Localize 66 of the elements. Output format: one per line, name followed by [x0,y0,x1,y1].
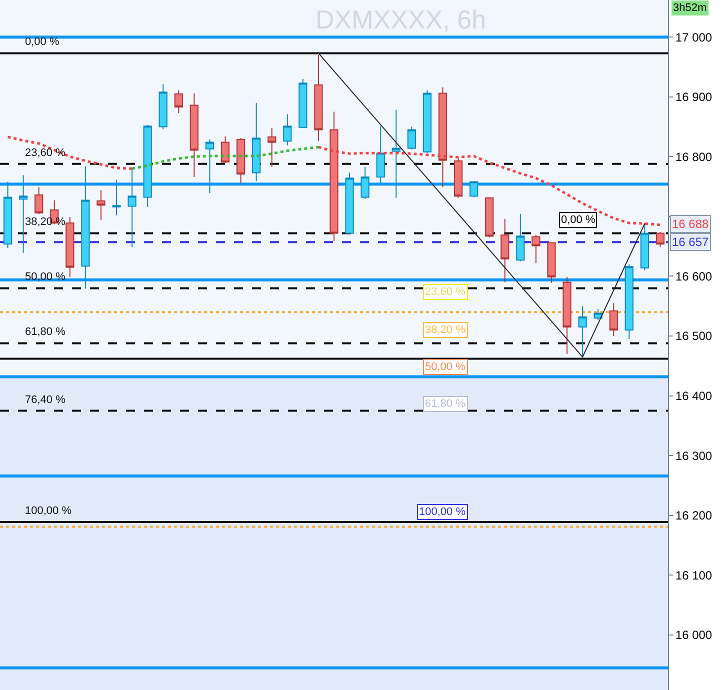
annotation: 0,00 % [561,214,596,226]
annotation: 61,80 % [425,398,466,410]
candlestick [376,126,385,184]
candlestick [174,90,183,114]
y-tick-label: 16 300 [675,448,712,463]
candlestick [438,86,448,188]
y-tick-label: 17 000 [675,30,712,44]
candlestick [143,124,152,208]
candlestick [345,172,354,235]
candlestick [158,84,168,130]
candlestick [81,166,90,290]
candlestick [562,276,572,354]
candlestick [532,234,540,264]
y-tick-label: 16 100 [675,568,712,582]
candlestick [578,306,587,358]
candlestick [330,111,338,242]
candlestick [190,92,198,178]
y-tick-label: 16 800 [675,150,712,164]
annotation: 50,00 % [425,361,466,373]
annotation: 16 688 [672,217,710,231]
candlestick [500,218,510,283]
annotation: 38,20 % [25,216,66,228]
candlestick [547,242,556,284]
candlestick [298,78,308,128]
candlestick [407,126,416,150]
y-tick-label: 16 500 [675,329,712,344]
annotation: 16 657 [672,235,710,249]
candlestick [96,190,106,221]
candlestick [454,157,463,198]
candlestick [485,196,494,238]
annotation: 100,00 % [25,505,72,517]
y-tick-label: 16 000 [675,628,712,642]
annotation: 100,00 % [419,506,466,518]
candlestick [360,166,370,200]
annotation: 0,00 % [25,36,60,48]
candlestick [392,110,400,198]
candlestick [516,214,525,262]
candlestick [656,231,665,248]
annotation: 23,60 % [25,147,66,159]
candlestick [112,179,121,216]
y-tick-label: 16 400 [675,389,712,404]
candlestick [205,138,214,194]
candlestick [128,168,136,248]
candlestick [236,138,246,184]
annotation: 38,20 % [425,324,466,336]
candlestick [470,180,478,198]
candlestick [66,216,74,278]
annotation: 76,40 % [25,394,66,406]
candlestick [3,181,12,249]
candlestick [624,264,634,340]
y-tick-label: 16 600 [675,269,712,284]
line-series [130,146,320,170]
y-tick-label: 16 900 [675,90,712,104]
candlestick [609,302,618,337]
candlestick [640,222,649,271]
candlestick [220,136,230,164]
candlestick [283,114,292,146]
y-tick-label: 16 200 [675,508,712,523]
candlestick [268,127,276,168]
candlestick [422,90,432,154]
text: 3h52m [673,2,707,14]
candlestick [314,54,323,142]
annotation: 61,80 % [25,326,66,338]
candlestick [34,186,44,215]
candlestick [252,102,261,182]
annotation: 23,60 % [425,286,466,298]
